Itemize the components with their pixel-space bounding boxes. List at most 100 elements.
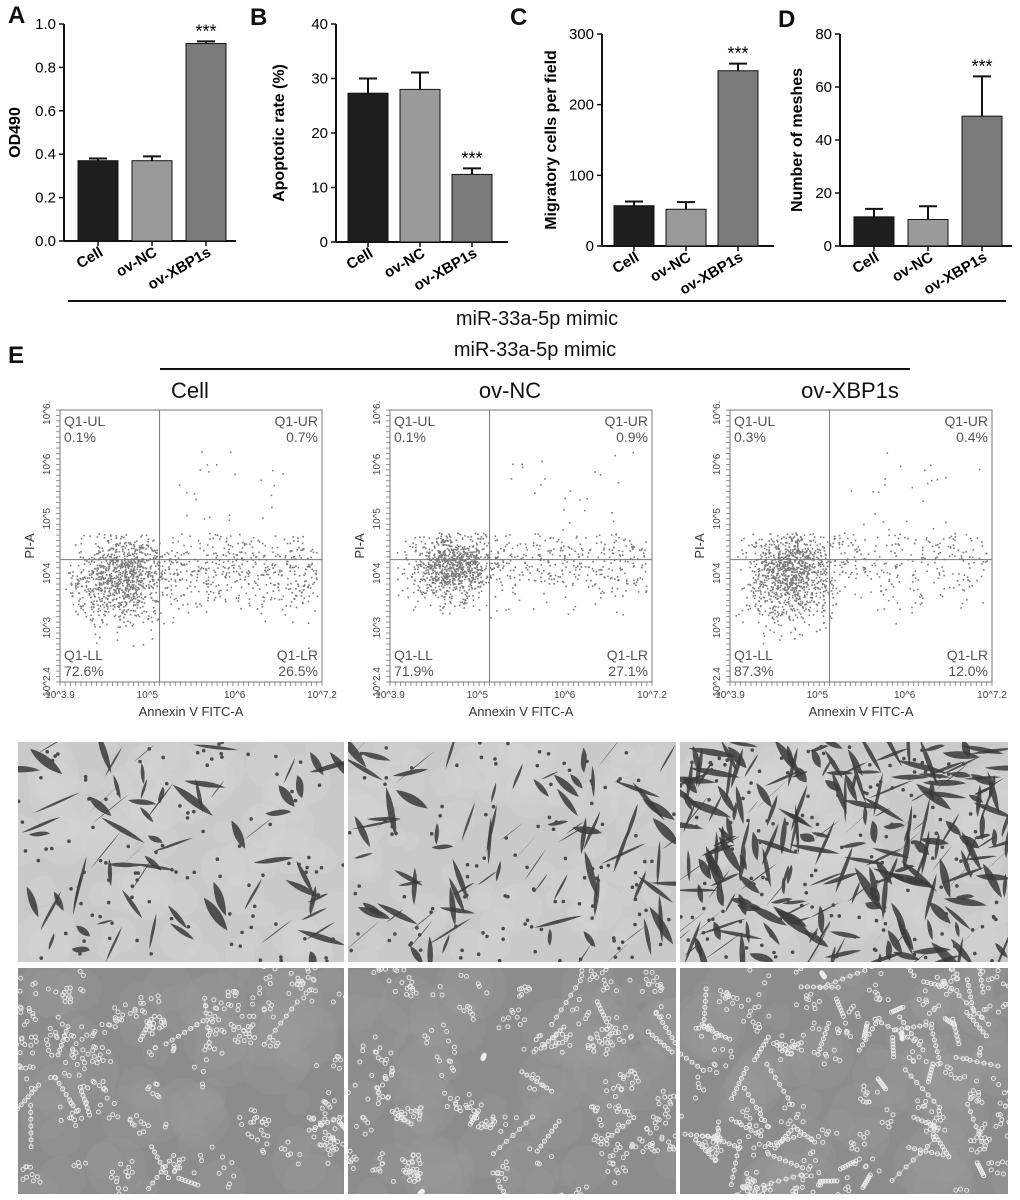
x-tick-label: 10^5 <box>467 690 489 701</box>
y-tick-label: 20 <box>311 125 328 142</box>
quadrant-label-ll: Q1-LL <box>734 647 773 663</box>
x-tick-label: 10^6 <box>554 690 576 701</box>
y-axis-label: OD490 <box>7 107 24 158</box>
y-axis-label: Number of meshes <box>789 68 806 212</box>
x-tick-label: 10^6 <box>894 690 916 701</box>
x-tick-label: 10^3.9 <box>375 690 405 701</box>
x-tick-label: Cell <box>344 245 376 273</box>
flow-plot-cell: 10^2.4 10^3 10^4 10^5 10^6 10^6.9 10^3.9 10^5 10… <box>22 400 337 719</box>
quadrant-value-ll: 72.6% <box>64 663 104 679</box>
y-tick-label: 10^6 <box>42 453 53 475</box>
y-axis-label: Apoptotic rate (%) <box>271 64 288 202</box>
tube-image-cell <box>18 968 344 1194</box>
y-tick-label: 0.8 <box>35 59 56 76</box>
x-tick-label: Cell <box>850 249 882 277</box>
quadrant-value-ur: 0.4% <box>956 429 988 445</box>
plot-frame <box>389 409 653 683</box>
quadrant-value-ll: 87.3% <box>734 663 774 679</box>
y-tick-label: 100 <box>569 167 594 184</box>
y-axis-label: PI-A <box>352 533 367 559</box>
quadrant-label-ll: Q1-LL <box>394 647 433 663</box>
x-tick-label: 10^3.9 <box>715 690 745 701</box>
bar-ov-nc <box>399 88 441 243</box>
x-tick-label: 10^5 <box>807 690 829 701</box>
quadrant-label-ur: Q1-UR <box>604 413 648 429</box>
y-tick-label: 10^6.9 <box>42 400 53 425</box>
quadrant-value-ll: 71.9% <box>394 663 434 679</box>
y-tick-label: 80 <box>815 26 832 43</box>
y-tick-label: 10^6 <box>372 453 383 475</box>
quadrant-label-ur: Q1-UR <box>944 413 988 429</box>
scatter-points <box>65 451 319 650</box>
tube-image-ov-xbp1s <box>680 968 1008 1194</box>
mimic-bracket-label-e: miR-33a-5p mimic <box>453 339 617 361</box>
quadrant-label-ul: Q1-UL <box>64 413 105 429</box>
bar-ov-xbp1s <box>717 70 759 247</box>
bar-ov-nc <box>907 219 949 247</box>
bar-cell <box>77 160 119 242</box>
bar-ov-xbp1s <box>961 115 1003 247</box>
panel-letter-e: E <box>8 342 25 369</box>
column-header-ov-xbp1s: ov-XBP1s <box>801 378 899 403</box>
quadrant-value-ur: 0.9% <box>616 429 648 445</box>
x-tick-label: 10^5 <box>137 690 159 701</box>
y-tick-label: 10^6.9 <box>372 400 383 425</box>
quadrant-value-lr: 12.0% <box>948 663 988 679</box>
mimic-bracket-label: miR-33a-5p mimic <box>455 308 619 330</box>
mimic-bracket-line-e <box>160 368 910 370</box>
quadrant-label-lr: Q1-LR <box>277 647 318 663</box>
bar-cell <box>613 205 655 247</box>
y-tick-label: 0 <box>824 238 832 255</box>
x-tick-label: 10^7.2 <box>307 690 337 701</box>
y-tick-label: 0 <box>586 238 594 255</box>
panel-letter-d: D <box>778 6 796 33</box>
y-tick-label: 0 <box>320 234 328 251</box>
y-tick-label: 10^5 <box>42 508 53 530</box>
y-tick-label: 10^4 <box>372 562 383 584</box>
scatter-points <box>735 452 988 645</box>
y-tick-label: 10^3 <box>712 616 723 638</box>
bar-cell <box>347 92 389 243</box>
flow-plot-ov-xbp1s: 10^2.4 10^3 10^4 10^5 10^6 10^6.9 10^3.9 10^5 10… <box>692 400 1007 719</box>
migration-image-ov-xbp1s <box>680 742 1008 962</box>
x-axis-label: Annexin V FITC-A <box>469 704 574 719</box>
scatter-points <box>396 451 648 619</box>
significance-marker: *** <box>461 148 482 168</box>
flow-plot-ov-nc: 10^2.4 10^3 10^4 10^5 10^6 10^6.9 10^3.9 10^5 10… <box>352 400 667 719</box>
significance-marker: *** <box>195 21 216 41</box>
x-tick-label: 10^7.2 <box>977 690 1007 701</box>
y-tick-label: 300 <box>569 26 594 43</box>
y-tick-label: 200 <box>569 97 594 114</box>
y-axis-label: PI-A <box>22 533 37 559</box>
panel-letter-a: A <box>8 2 26 29</box>
panel-letter-b: B <box>250 4 268 31</box>
y-tick-label: 0.6 <box>35 103 56 120</box>
bar-ov-xbp1s <box>185 43 227 242</box>
quadrant-label-ur: Q1-UR <box>274 413 318 429</box>
quadrant-label-lr: Q1-LR <box>947 647 988 663</box>
quadrant-value-ul: 0.1% <box>64 429 96 445</box>
tube-image-ov-nc <box>348 968 676 1194</box>
y-tick-label: 0.2 <box>35 190 56 207</box>
x-tick-label: 10^6 <box>224 690 246 701</box>
y-tick-label: 40 <box>311 16 328 33</box>
significance-marker: *** <box>971 56 992 76</box>
y-tick-label: 10^4 <box>712 562 723 584</box>
x-axis-label: Annexin V FITC-A <box>809 704 914 719</box>
migration-image-ov-nc <box>348 742 676 962</box>
bar-ov-nc <box>665 208 707 247</box>
y-tick-label: 10^6 <box>712 453 723 475</box>
y-tick-label: 20 <box>815 185 832 202</box>
y-tick-label: 10^3 <box>42 616 53 638</box>
quadrant-label-ll: Q1-LL <box>64 647 103 663</box>
mimic-bracket-line <box>68 300 1006 302</box>
quadrant-label-ul: Q1-UL <box>734 413 775 429</box>
background <box>18 742 344 962</box>
bar-ov-xbp1s <box>451 173 493 243</box>
y-tick-label: 10^6.9 <box>712 400 723 425</box>
y-tick-label: 30 <box>311 71 328 88</box>
